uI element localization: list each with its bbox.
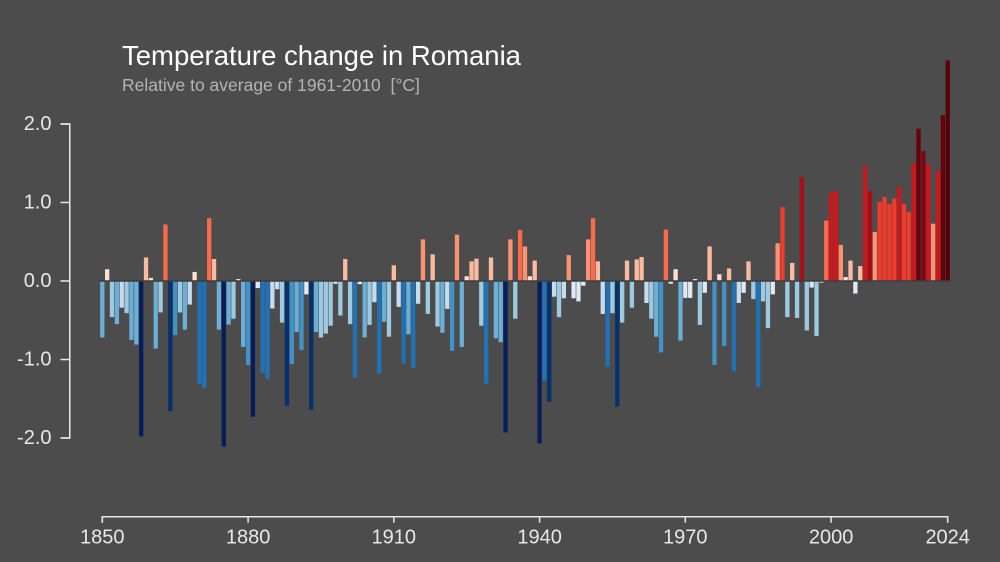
svg-text:2024: 2024 bbox=[925, 527, 970, 549]
svg-text:1910: 1910 bbox=[372, 527, 417, 549]
svg-text:-2.0: -2.0 bbox=[17, 427, 51, 449]
svg-text:0.0: 0.0 bbox=[24, 270, 52, 292]
svg-text:1940: 1940 bbox=[517, 527, 562, 549]
svg-text:2000: 2000 bbox=[809, 527, 854, 549]
svg-text:1970: 1970 bbox=[663, 527, 708, 549]
svg-text:-1.0: -1.0 bbox=[17, 349, 51, 371]
svg-text:1880: 1880 bbox=[226, 527, 271, 549]
svg-text:1850: 1850 bbox=[80, 527, 125, 549]
svg-text:1.0: 1.0 bbox=[24, 192, 52, 214]
svg-text:2.0: 2.0 bbox=[24, 113, 52, 135]
